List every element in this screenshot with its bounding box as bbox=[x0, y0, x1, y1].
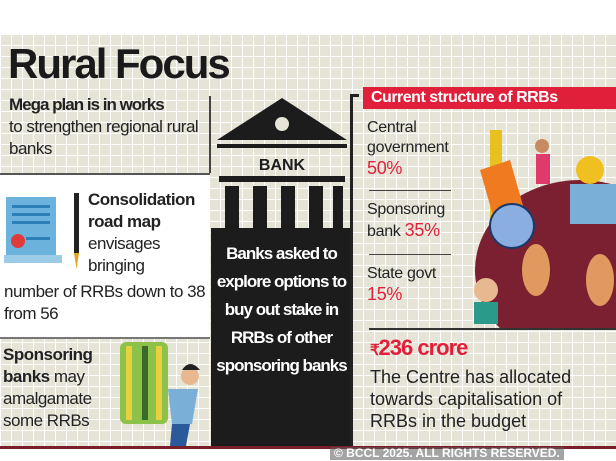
sponsoring-text-rest: may amalgamate some RRBs bbox=[3, 367, 92, 430]
bracket bbox=[350, 94, 359, 446]
title: Rural Focus bbox=[8, 40, 231, 87]
central-label: Central government bbox=[367, 119, 449, 156]
structure-header: Current structure of RRBs bbox=[363, 87, 616, 109]
allocation-text: The Centre has allocated towards capital… bbox=[370, 367, 572, 431]
man-carrying-money-icon bbox=[120, 342, 200, 446]
rupee-symbol: ₹ bbox=[370, 342, 379, 359]
infographic: Rural Focus Mega plan is in works to stre… bbox=[0, 34, 616, 449]
middle-text: Banks asked to explore options to buy ou… bbox=[216, 244, 347, 375]
mega-text: to strengthen regional rural banks bbox=[9, 117, 199, 158]
consolidation-text-1: envisages bringing bbox=[88, 234, 161, 275]
amount: 236 crore bbox=[378, 335, 469, 360]
document-icon bbox=[4, 193, 79, 269]
divider bbox=[369, 254, 451, 255]
middle-panel bbox=[211, 228, 352, 446]
sponsoring-label: Sponsoring bank bbox=[367, 201, 445, 240]
structure-item-central: Central government 50% bbox=[367, 118, 457, 180]
watermark: © BCCL 2025. ALL RIGHTS RESERVED. bbox=[330, 447, 564, 460]
divider bbox=[209, 96, 211, 173]
mega-plan-text: Mega plan is in works to strengthen regio… bbox=[9, 94, 207, 160]
consolidation-panel bbox=[0, 173, 210, 339]
mega-bold: Mega plan is in works bbox=[9, 95, 165, 114]
divider bbox=[369, 190, 451, 191]
central-value: 50% bbox=[367, 158, 403, 178]
divider bbox=[369, 328, 616, 330]
sponsoring-text: Sponsoring banks may amalgamate some RRB… bbox=[3, 344, 111, 432]
rural-illustration bbox=[474, 130, 616, 330]
sponsoring-bold: Sponsoring banks bbox=[3, 345, 93, 386]
bank-label: BANK bbox=[259, 157, 306, 174]
state-value: 15% bbox=[367, 284, 403, 304]
structure-item-sponsoring: Sponsoring bank 35% bbox=[367, 200, 457, 242]
consolidation-text: Consolidation road map envisages bringing bbox=[88, 189, 206, 277]
structure-item-state: State govt 15% bbox=[367, 264, 457, 306]
consolidation-text-2: number of RRBs down to 38 from 56 bbox=[4, 282, 206, 323]
consolidation-bold: Consolidation road map bbox=[88, 190, 195, 231]
sponsoring-value: 35% bbox=[404, 220, 440, 240]
allocation-amount: ₹236 crore bbox=[370, 334, 469, 365]
state-label: State govt bbox=[367, 265, 437, 282]
bank-icon: BANK bbox=[217, 98, 347, 234]
